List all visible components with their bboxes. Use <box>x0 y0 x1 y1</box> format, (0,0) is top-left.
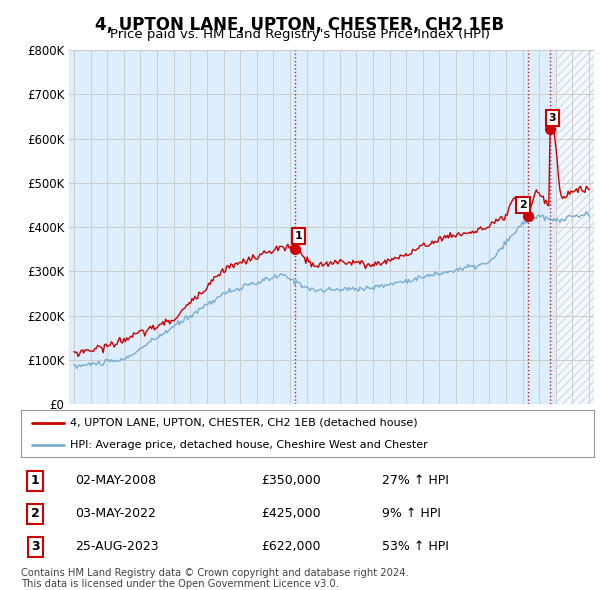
Text: 1: 1 <box>31 474 40 487</box>
Bar <box>556 50 594 404</box>
Text: 02-MAY-2008: 02-MAY-2008 <box>76 474 157 487</box>
Text: 03-MAY-2022: 03-MAY-2022 <box>76 507 157 520</box>
Text: 2: 2 <box>31 507 40 520</box>
Text: Contains HM Land Registry data © Crown copyright and database right 2024.
This d: Contains HM Land Registry data © Crown c… <box>21 568 409 589</box>
Text: 1: 1 <box>295 231 302 241</box>
Text: 25-AUG-2023: 25-AUG-2023 <box>76 540 159 553</box>
Text: £425,000: £425,000 <box>262 507 321 520</box>
Text: £622,000: £622,000 <box>262 540 321 553</box>
Text: £350,000: £350,000 <box>262 474 322 487</box>
Text: HPI: Average price, detached house, Cheshire West and Chester: HPI: Average price, detached house, Ches… <box>70 440 427 450</box>
Text: 27% ↑ HPI: 27% ↑ HPI <box>382 474 449 487</box>
Text: 4, UPTON LANE, UPTON, CHESTER, CH2 1EB (detached house): 4, UPTON LANE, UPTON, CHESTER, CH2 1EB (… <box>70 418 418 428</box>
Text: 3: 3 <box>548 113 556 123</box>
Text: Price paid vs. HM Land Registry's House Price Index (HPI): Price paid vs. HM Land Registry's House … <box>110 28 490 41</box>
Bar <box>69 50 556 404</box>
Text: 9% ↑ HPI: 9% ↑ HPI <box>382 507 441 520</box>
Text: 53% ↑ HPI: 53% ↑ HPI <box>382 540 449 553</box>
Text: 2: 2 <box>519 200 527 210</box>
Text: 4, UPTON LANE, UPTON, CHESTER, CH2 1EB: 4, UPTON LANE, UPTON, CHESTER, CH2 1EB <box>95 16 505 34</box>
Text: 3: 3 <box>31 540 40 553</box>
